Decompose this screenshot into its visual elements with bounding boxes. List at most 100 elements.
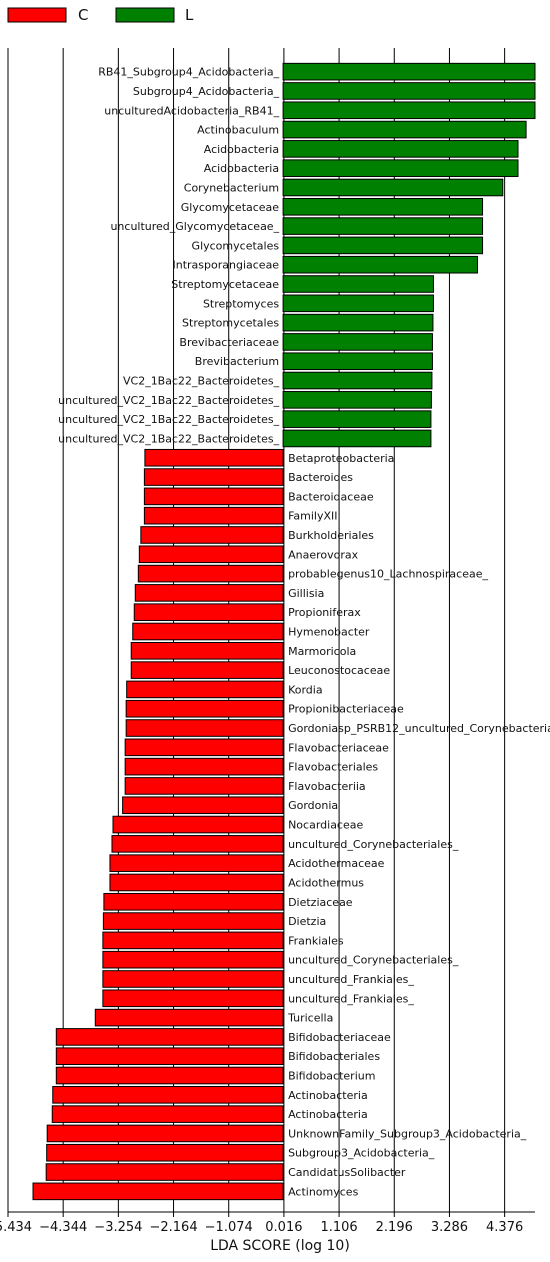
bar-label: Gillisia <box>288 587 324 600</box>
bar <box>133 603 284 621</box>
bars <box>32 62 536 1201</box>
bar-label: Bifidobacterium <box>288 1070 375 1083</box>
bar <box>124 738 284 757</box>
bar <box>282 429 432 448</box>
bar <box>282 217 484 235</box>
x-tick-label: 0.016 <box>265 1220 302 1235</box>
bar <box>52 1086 284 1104</box>
bar-label: Acidobacteria <box>204 143 279 156</box>
bar <box>45 1163 284 1181</box>
bar <box>124 777 284 795</box>
bar <box>282 197 484 216</box>
bar <box>102 970 284 988</box>
bar-label: Corynebacterium <box>184 181 279 194</box>
bar-label: Turicella <box>287 1012 333 1025</box>
x-axis: −5.434 −4.344 −3.254 −2.164 −1.074 0.016 1.106… <box>0 1211 535 1235</box>
legend-label-c: C <box>78 6 88 24</box>
bar <box>138 545 284 564</box>
bar <box>282 352 433 371</box>
bar-label: Glycomycetaceae <box>181 201 280 214</box>
bar <box>125 699 284 718</box>
bar-label: Flavobacteriaceae <box>288 741 389 754</box>
bar-label: Flavobacteriia <box>288 780 366 793</box>
bar <box>282 333 433 351</box>
bar-label: uncultured_Glycomycetaceae_ <box>110 220 279 233</box>
bar-label: unculturedAcidobacteria_RB41_ <box>104 104 279 117</box>
bar <box>124 757 284 776</box>
bar <box>137 564 284 583</box>
bar <box>102 931 284 950</box>
bar-label: Leuconostocaceae <box>288 664 390 677</box>
bar <box>103 892 284 911</box>
bar <box>32 1182 284 1201</box>
bar-label: Subgroup4_Acidobacteria_ <box>133 85 280 98</box>
x-axis-label: LDA SCORE (log 10) <box>210 1238 350 1254</box>
bar <box>282 410 432 428</box>
bar <box>282 294 434 313</box>
bar <box>282 82 536 100</box>
bar <box>282 159 519 177</box>
bar-label: Acidothermaceae <box>288 857 385 870</box>
bar-label: Intrasporangiaceae <box>173 259 280 272</box>
bar-label: Acidothermus <box>288 876 364 889</box>
bar-label: uncultured_VC2_1Bac22_Bacteroidetes_ <box>58 413 279 426</box>
bar <box>144 448 284 467</box>
bar <box>111 835 284 853</box>
bar-label: Hymenobacter <box>288 626 370 639</box>
bar-label: Glycomycetales <box>192 239 280 252</box>
bar-label: Frankiales <box>288 934 344 947</box>
bar <box>109 873 284 892</box>
bar-label: Betaproteobacteria <box>288 452 394 465</box>
bar <box>143 487 284 506</box>
bar-label: uncultured_VC2_1Bac22_Bacteroidetes_ <box>58 432 279 445</box>
bar-label: Actinobaculum <box>197 124 279 137</box>
bar-label: probablegenus10_Lachnospiraceae_ <box>288 568 488 581</box>
bar <box>282 236 484 255</box>
bar-label: Nocardiaceae <box>288 819 363 832</box>
bar <box>132 622 284 641</box>
bar-label: Brevibacteriaceae <box>179 336 279 349</box>
bar <box>130 661 284 679</box>
bar <box>282 391 432 409</box>
bar-label: Subgroup3_Acidobacteria_ <box>288 1147 435 1160</box>
bar <box>126 680 284 699</box>
bar-label: UnknownFamily_Subgroup3_Acidobacteria_ <box>288 1127 527 1140</box>
legend-label-l: L <box>185 6 194 24</box>
bar <box>109 854 284 872</box>
bar <box>102 989 284 1008</box>
legend-swatch-c <box>7 7 67 23</box>
bar-label: Actinomyces <box>288 1185 358 1198</box>
bar-label: Gordonia <box>288 799 338 812</box>
bar-label: Actinobacteria <box>288 1089 368 1102</box>
bar <box>51 1105 284 1123</box>
bar-label: Acidobacteria <box>204 162 279 175</box>
bar-label: Brevibacterium <box>195 355 279 368</box>
x-tick-label: 2.196 <box>376 1220 413 1235</box>
x-tick-label: −1.074 <box>205 1220 253 1235</box>
bar <box>55 1066 284 1085</box>
bar-label: FamilyXII <box>288 510 337 523</box>
bar-label: uncultured_VC2_1Bac22_Bacteroidetes_ <box>58 394 279 407</box>
bar-label: Dietzia <box>288 915 326 928</box>
bar <box>282 101 536 120</box>
bar <box>102 912 284 930</box>
bar <box>282 178 504 197</box>
bar-label: Flavobacteriales <box>288 761 378 774</box>
bar <box>125 719 284 737</box>
bar <box>282 275 434 293</box>
legend-swatch-l <box>115 7 175 23</box>
x-tick-label: 4.376 <box>486 1220 523 1235</box>
bar-label: CandidatusSolibacter <box>288 1166 406 1179</box>
bar-label: Bacteroidaceae <box>288 490 374 503</box>
bar-label: Propioniferax <box>288 606 361 619</box>
x-tick-label: 3.286 <box>431 1220 468 1235</box>
bar <box>140 526 284 544</box>
bar-label: Gordoniasp_PSRB12_uncultured_Corynebacte… <box>288 722 550 735</box>
bar-label: Bifidobacteriales <box>288 1050 380 1063</box>
x-tick-label: −4.344 <box>39 1220 87 1235</box>
bar <box>282 140 519 158</box>
bar-label: Streptomyces <box>203 297 279 310</box>
bar <box>282 62 536 81</box>
bar-label: uncultured_Corynebacteriales_ <box>288 954 459 967</box>
